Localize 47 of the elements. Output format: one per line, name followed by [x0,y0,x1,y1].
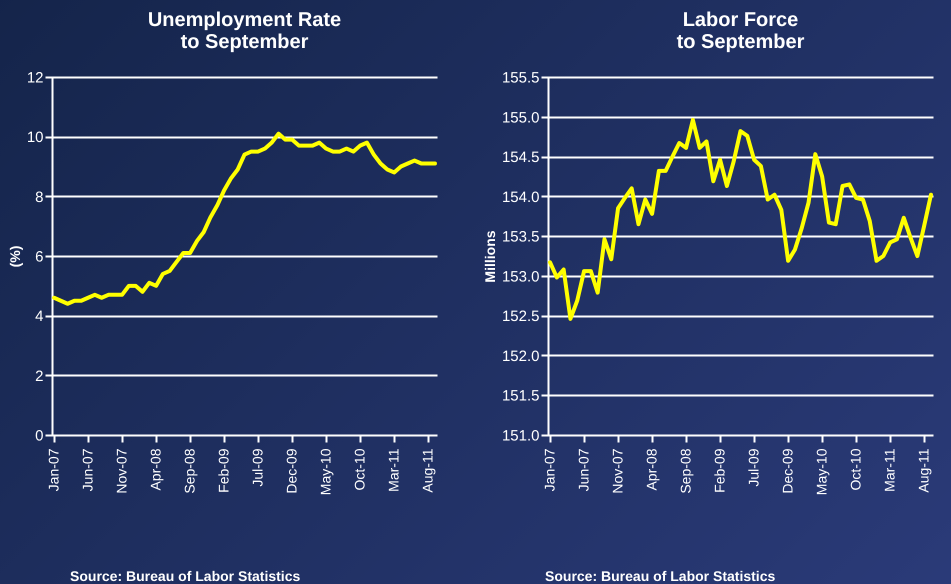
x-tick-label: May-10 [814,448,830,496]
y-tick-label: 12 [26,70,44,86]
x-tick-label: May-10 [318,448,334,496]
y-tick-label: 152.0 [502,348,540,365]
y-axis-title: (%) [6,246,23,268]
y-axis-title: Millions [482,230,498,283]
x-tick-label: Aug-11 [916,448,932,493]
y-tick-label: 6 [35,248,44,266]
x-tick-label: Mar-11 [386,448,402,492]
y-tick-label: 0 [35,428,44,444]
x-tick-label: Apr-08 [644,448,660,491]
x-tick-label: Nov-07 [114,448,130,494]
y-tick-label: 2 [35,368,44,385]
y-tick-label: 10 [26,129,44,146]
chart-title: Unemployment Rate to September [148,9,342,53]
y-tick-label: 151.5 [502,388,540,405]
x-tick-label: Sep-08 [182,448,198,494]
x-tick-label: Jan-07 [542,448,558,492]
x-tick-label: Nov-07 [610,448,626,494]
x-tick-label: Feb-09 [712,448,728,493]
y-tick-label: 153.0 [502,268,540,286]
y-tick-label: 151.0 [502,428,540,444]
source-note: Source: Bureau of Labor Statistics [70,568,300,584]
y-tick-label: 154.0 [502,188,540,206]
x-tick-label: Mar-11 [882,448,898,492]
x-tick-label: Sep-08 [678,448,694,494]
x-tick-label: Oct-10 [352,448,368,491]
x-tick-label: Jan-07 [46,448,62,492]
x-tick-label: Jul-09 [250,448,266,487]
x-tick-label: Jun-07 [576,448,592,492]
y-tick-label: 155.5 [502,70,540,86]
x-tick-label: Dec-09 [284,448,300,494]
y-tick-label: 155.0 [502,109,540,126]
x-tick-label: Aug-11 [420,448,436,493]
y-tick-label: 152.5 [502,308,540,326]
x-tick-label: Feb-09 [216,448,232,493]
y-tick-label: 153.5 [502,228,540,246]
x-tick-label: Apr-08 [148,448,164,491]
y-tick-label: 8 [35,188,44,206]
x-tick-label: Oct-10 [848,448,864,491]
x-tick-label: Jun-07 [80,448,96,492]
source-note: Source: Bureau of Labor Statistics [545,568,776,584]
y-tick-label: 4 [35,308,44,326]
y-tick-label: 154.5 [502,149,540,166]
chart-title: Labor Force to September [676,9,805,53]
x-tick-label: Jul-09 [746,448,762,487]
x-tick-label: Dec-09 [780,448,796,494]
